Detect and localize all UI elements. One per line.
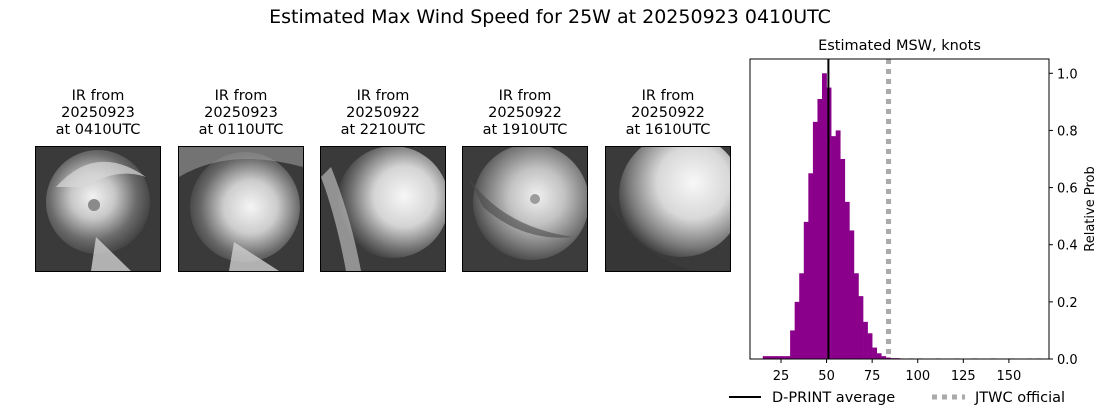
ir-panel-title: IR from 20250922 at 1910UTC [462,88,588,140]
chart-title: Estimated MSW, knots [818,38,981,54]
y-tick-label: 0.4 [1057,239,1078,254]
histogram-bar [872,347,878,359]
ir-panel-title-line: IR from [498,88,552,104]
ir-panel-date: 20250923 [61,105,135,121]
ir-panel-date: 20250922 [631,105,705,121]
histogram-bar [812,121,818,359]
histogram-bar [853,273,859,359]
ir-panel-title: IR from 20250922 at 1610UTC [605,88,731,140]
ir-satellite-image [35,146,161,272]
axes-frame [749,58,1050,360]
ir-panel-time: at 1610UTC [625,122,711,138]
ir-panel-date: 20250922 [488,105,562,121]
histogram-bar [799,273,805,359]
ir-panel-time: at 0110UTC [198,122,284,138]
ir-satellite-image [462,146,588,272]
histogram-bar [762,356,768,359]
ir-panel-title-line: IR from [641,88,695,104]
histogram-bar [876,353,882,359]
histogram-bar [817,99,823,359]
figure-title: Estimated Max Wind Speed for 25W at 2025… [269,6,831,28]
histogram-bar [881,356,887,359]
y-tick-label: 0.2 [1057,296,1078,311]
ir-panel-3: IR from 20250922 at 2210UTC [320,88,446,272]
y-tick-label: 0.6 [1057,182,1078,197]
y-tick-label: 0.8 [1057,124,1078,139]
ir-panel-2: IR from 20250923 at 0110UTC [178,88,304,272]
histogram-bar [849,230,855,359]
ir-panel-5: IR from 20250922 at 1610UTC [605,88,731,272]
ir-panel-title: IR from 20250922 at 2210UTC [320,88,446,140]
ir-panel-1: IR from 20250923 at 0410UTC [35,88,161,272]
histogram-bar [785,356,791,359]
ir-panel-time: at 0410UTC [55,122,141,138]
ir-satellite-image [605,146,731,272]
histogram-bar [767,356,773,359]
ir-satellite-image [178,146,304,272]
histogram-bar [867,333,873,359]
histogram-bar [831,136,836,359]
histogram-bar [771,356,777,359]
ir-panel-title: IR from 20250923 at 0110UTC [178,88,304,140]
x-tick-label: 25 [773,369,790,384]
y-axis-label: Relative Prob [1083,166,1098,251]
ir-panel-time: at 2210UTC [340,122,426,138]
ir-panel-date: 20250922 [346,105,420,121]
ir-panel-title-line: IR from [71,88,125,104]
histogram-bar [776,356,782,359]
ir-panel-title-line: IR from [214,88,268,104]
ir-panel-title-line: IR from [356,88,410,104]
x-tick-label: 75 [864,369,881,384]
histogram-bar [835,130,841,359]
ir-panel-4: IR from 20250922 at 1910UTC [462,88,588,272]
y-tick-label: 0.0 [1057,353,1078,368]
histogram-bar [858,296,864,359]
ir-panel-time: at 1910UTC [482,122,568,138]
x-tick-label: 125 [951,369,976,384]
histogram-bar [808,173,814,359]
histogram-bar [803,221,809,359]
ir-satellite-image [320,146,446,272]
y-tick-label: 1.0 [1057,67,1078,82]
histogram-bar [840,159,846,359]
histogram-bar [822,73,827,360]
histogram-bar [863,321,868,359]
x-tick-label: 150 [996,369,1021,384]
histogram-bar [794,301,800,359]
ir-panel-date: 20250923 [204,105,278,121]
legend-jtwc-label: JTWC official [974,390,1065,406]
histogram-bar [885,357,891,359]
x-tick-label: 50 [818,369,835,384]
histogram-bar [780,356,786,359]
ir-panel-title: IR from 20250923 at 0410UTC [35,88,161,140]
x-tick-label: 100 [905,369,930,384]
histogram-bar [844,201,850,359]
legend-dprint-label: D-PRINT average [772,390,895,406]
histogram-bar [790,330,795,359]
